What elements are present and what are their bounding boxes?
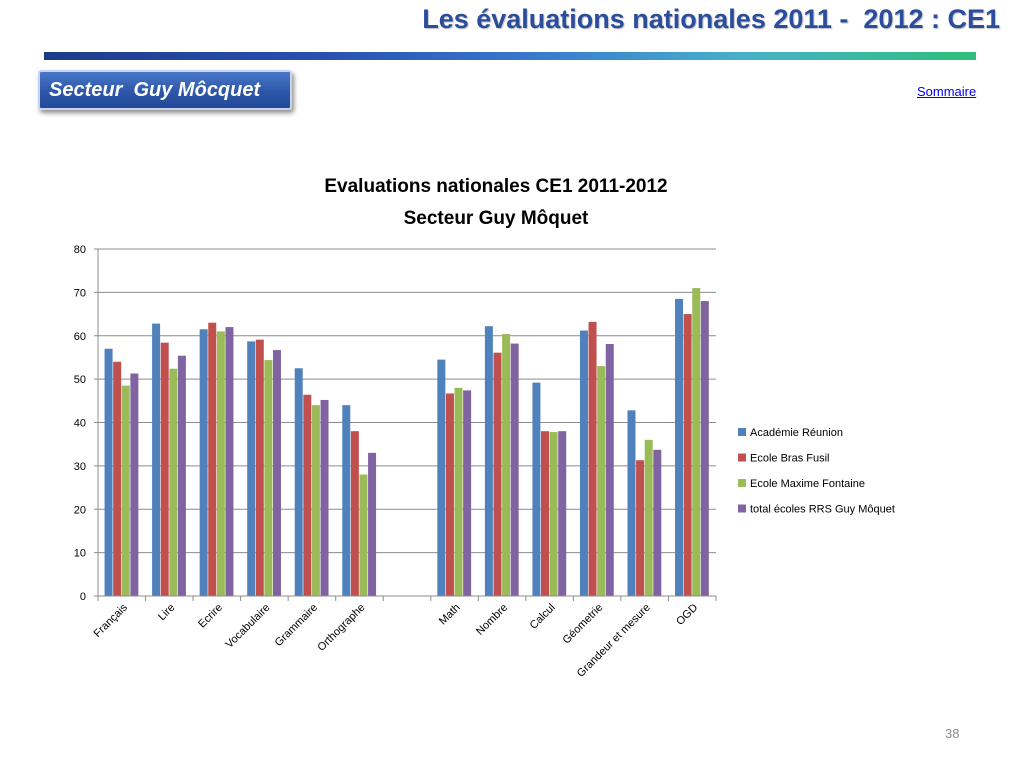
chart-bar [541,431,550,596]
chart-bar [597,366,606,596]
legend-swatch [738,479,746,487]
sommaire-link[interactable]: Sommaire [917,84,977,99]
legend-entry-label: Académie Réunion [750,427,843,439]
legend-swatch [738,504,746,513]
chart-bar [605,343,614,596]
chart-bar [177,355,186,596]
legend-entry-label: Ecole Maxime Fontaine [750,478,865,490]
legend-entry-label: Ecole Bras Fusil [750,453,829,465]
title-divider-bar [44,52,976,60]
chart-bar [104,348,113,596]
chart-y-tick-label: 0 [80,591,86,603]
legend-swatch [738,453,746,462]
chart-bar [130,373,139,596]
chart-bar [588,321,597,596]
chart-x-tick-label: Orthographe [315,602,367,654]
chart-x-tick-label: OGD [674,602,700,628]
chart-x-tick-label: Calcul [528,602,558,632]
chart-bar [342,405,351,596]
chart-bar [675,298,684,596]
chart-bar [303,394,312,596]
chart-bar [121,385,130,596]
slide-title: Les évaluations nationales 2011 - 2012 :… [422,4,1000,34]
chart-title-line-2: Secteur Guy Môquet [404,208,589,229]
chart-bar [311,405,320,596]
legend-swatch [738,428,746,436]
chart-y-tick-label: 70 [74,287,86,299]
chart-bar [113,361,122,596]
chart-bar [225,327,234,596]
chart-bar [644,439,653,596]
chart-bar [463,390,472,596]
chart-y-tick-label: 40 [74,418,86,430]
chart-bar [208,322,217,596]
chart-bar [350,431,359,596]
chart-bar [255,339,264,596]
chart-y-tick-label: 80 [74,244,86,256]
chart-bar [247,341,256,596]
chart-y-tick-label: 50 [74,374,86,386]
chart-y-tick-label: 30 [74,461,86,473]
chart-bar [437,359,446,596]
chart-bar [272,350,281,596]
chart-bar [216,331,225,596]
chart-x-tick-label: Grammaire [273,602,320,649]
chart-bar [579,330,588,596]
chart-y-tick-labels: 0 10 20 30 40 50 60 70 80 [74,244,86,603]
page-number: 38 [945,726,960,741]
sector-label-box: Secteur Guy Môcquet [38,70,292,110]
chart-bar [320,399,329,596]
chart-bar [368,452,377,596]
chart-y-tick-label: 20 [74,504,86,516]
chart-x-tick-label: Français [92,601,131,640]
chart-bar [700,301,709,596]
chart-x-tick-label: Nombre [474,602,510,638]
chart-bar [484,326,493,596]
chart-bar [445,393,454,596]
chart-bar [692,288,701,596]
chart-bar [653,449,662,596]
chart-bar [502,334,511,596]
chart-bar [493,352,502,596]
chart-x-tick-label: Ecrire [196,602,225,631]
chart-x-tick-label: Géometrie [560,602,605,647]
chart-title-line-1: Evaluations nationales CE1 2011-2012 [324,176,667,197]
chart-gridlines [94,248,716,597]
legend-entry-label: total écoles RRS Guy Môquet [750,504,895,516]
chart-bar [199,329,208,596]
chart-bar [359,474,368,596]
chart-bar [636,460,645,596]
chart-axes [97,249,717,601]
chart-bar [454,387,463,596]
chart-bar [160,342,169,596]
chart-bar [627,410,636,596]
chart-y-tick-label: 10 [74,548,86,560]
chart-bars [104,288,709,596]
chart-bar [294,368,303,596]
chart-bar [683,314,692,596]
chart-y-tick-label: 60 [74,331,86,343]
chart-bar [510,343,519,596]
chart-bar [152,323,161,596]
chart-bar [549,432,558,596]
chart-bar [532,382,541,596]
chart-bar [169,368,178,596]
chart-x-tick-label: Math [437,602,463,628]
chart-x-tick-label: Vocabulaire [223,602,272,651]
chart-legend: Académie Réunion Ecole Bras Fusil Ecole Ma… [738,427,895,516]
chart-bar [558,431,567,596]
chart-x-tick-label: Lire [156,602,177,623]
chart-bar [264,360,273,596]
